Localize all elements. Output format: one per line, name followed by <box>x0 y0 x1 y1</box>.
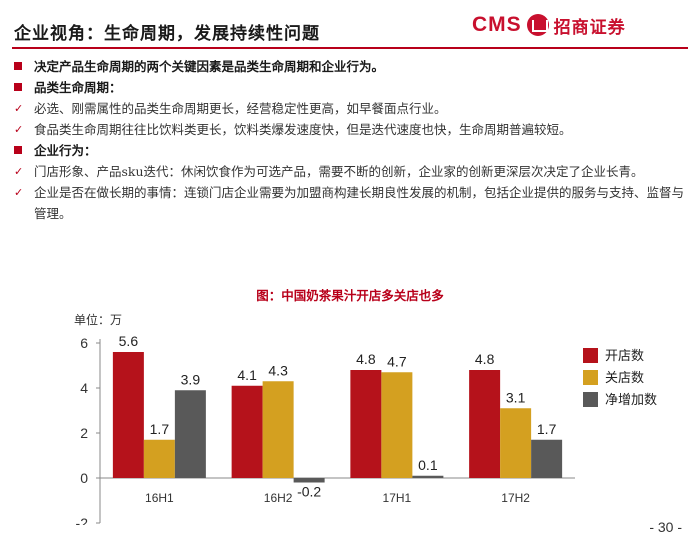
bar <box>500 408 532 478</box>
bullet-item: 企业行为： <box>14 140 684 161</box>
x-tick-label: 16H1 <box>145 491 174 505</box>
bullet-item: 决定产品生命周期的两个关键因素是品类生命周期和企业行为。 <box>14 56 684 77</box>
company-logo: CMS 招商证券 <box>472 10 626 40</box>
page-title: 企业视角：生命周期，发展持续性问题 <box>14 24 320 44</box>
check-icon: ✓ <box>14 102 24 115</box>
bullet-item: ✓ 门店形象、产品sku迭代：休闲饮食作为可选产品，需要不断的创新，企业家的创新… <box>14 161 684 182</box>
bullet-text: 门店形象、产品sku迭代：休闲饮食作为可选产品，需要不断的创新，企业家的创新更深… <box>34 164 644 179</box>
data-label: 5.6 <box>119 333 139 349</box>
bullet-item: 品类生命周期： <box>14 77 684 98</box>
bullet-item: ✓ 必选、刚需属性的品类生命周期更长，经营稳定性更高，如早餐面点行业。 <box>14 98 684 119</box>
legend-swatch <box>583 348 598 363</box>
data-label: 4.7 <box>387 353 407 369</box>
bar <box>412 475 444 478</box>
data-label: 4.1 <box>237 367 257 383</box>
data-label: 4.8 <box>356 351 376 367</box>
x-tick-label: 17H1 <box>383 491 412 505</box>
bar <box>143 439 175 478</box>
unit-label: 单位：万 <box>74 312 122 327</box>
chart-bars: 5.6 1.7 3.9 4.1 4.3 -0.2 4.8 4.7 0.1 4.8 3.1 1.7 <box>112 333 563 500</box>
bar <box>350 370 382 478</box>
check-icon: ✓ <box>14 123 24 136</box>
square-bullet-icon <box>14 140 34 161</box>
y-tick-label: 2 <box>80 425 88 441</box>
logo-text-cn: 招商证券 <box>553 17 626 38</box>
bar <box>293 478 325 483</box>
bullet-list: 决定产品生命周期的两个关键因素是品类生命周期和企业行为。 品类生命周期： ✓ 必… <box>14 56 684 224</box>
bar <box>174 390 206 478</box>
bullet-text: 品类生命周期： <box>34 80 122 95</box>
data-label: 1.7 <box>537 421 557 437</box>
y-tick-label: 6 <box>80 335 88 351</box>
legend-swatch <box>583 392 598 407</box>
bar <box>469 370 501 478</box>
check-icon: ✓ <box>14 165 24 178</box>
bullet-text: 企业是否在做长期的事情：连锁门店企业需要为加盟商构建长期良性发展的机制，包括企业… <box>34 185 685 221</box>
y-tick-label: 4 <box>80 380 88 396</box>
bar <box>112 352 144 478</box>
data-label: 3.1 <box>506 389 526 405</box>
data-label: 0.1 <box>418 457 438 473</box>
legend-swatch <box>583 370 598 385</box>
page-number: - 30 - <box>649 519 682 535</box>
x-tick-label: 16H2 <box>264 491 293 505</box>
data-label: 1.7 <box>150 421 170 437</box>
header: 企业视角：生命周期，发展持续性问题 CMS 招商证券 <box>0 0 700 52</box>
data-label: -0.2 <box>297 484 321 500</box>
bullet-text: 食品类生命周期往往比饮料类更长，饮料类爆发速度快，但是迭代速度也快，生命周期普遍… <box>34 122 572 137</box>
bar-chart: 单位：万 -2 0 2 4 6 16H1 16H2 17H1 17H2 5.6 1.7 3.9 4.1… <box>74 312 657 525</box>
bar <box>262 381 294 478</box>
data-label: 3.9 <box>181 371 201 387</box>
bar <box>381 372 413 478</box>
chart-title: 图：中国奶茶果汁开店多关店也多 <box>256 288 444 303</box>
x-tick-label: 17H2 <box>501 491 530 505</box>
bullet-item: ✓ 企业是否在做长期的事情：连锁门店企业需要为加盟商构建长期良性发展的机制，包括… <box>14 182 684 224</box>
bullet-text: 企业行为： <box>34 143 97 158</box>
bullet-item: ✓ 食品类生命周期往往比饮料类更长，饮料类爆发速度快，但是迭代速度也快，生命周期… <box>14 119 684 140</box>
check-icon: ✓ <box>14 186 24 199</box>
bullet-text: 必选、刚需属性的品类生命周期更长，经营稳定性更高，如早餐面点行业。 <box>34 101 447 116</box>
legend-label: 净增加数 <box>605 393 657 408</box>
bar <box>231 385 263 478</box>
logo-text-en: CMS <box>472 13 522 36</box>
legend-label: 关店数 <box>605 371 644 386</box>
y-tick-label: -2 <box>76 515 89 525</box>
square-bullet-icon <box>14 77 34 98</box>
data-label: 4.8 <box>475 351 495 367</box>
logo-icon <box>526 14 549 36</box>
header-divider <box>12 47 688 49</box>
square-bullet-icon <box>14 56 34 77</box>
bullet-text: 决定产品生命周期的两个关键因素是品类生命周期和企业行为。 <box>34 59 385 74</box>
data-label: 4.3 <box>268 362 288 378</box>
y-tick-label: 0 <box>80 470 88 486</box>
legend-label: 开店数 <box>605 349 644 364</box>
bar <box>531 439 563 478</box>
